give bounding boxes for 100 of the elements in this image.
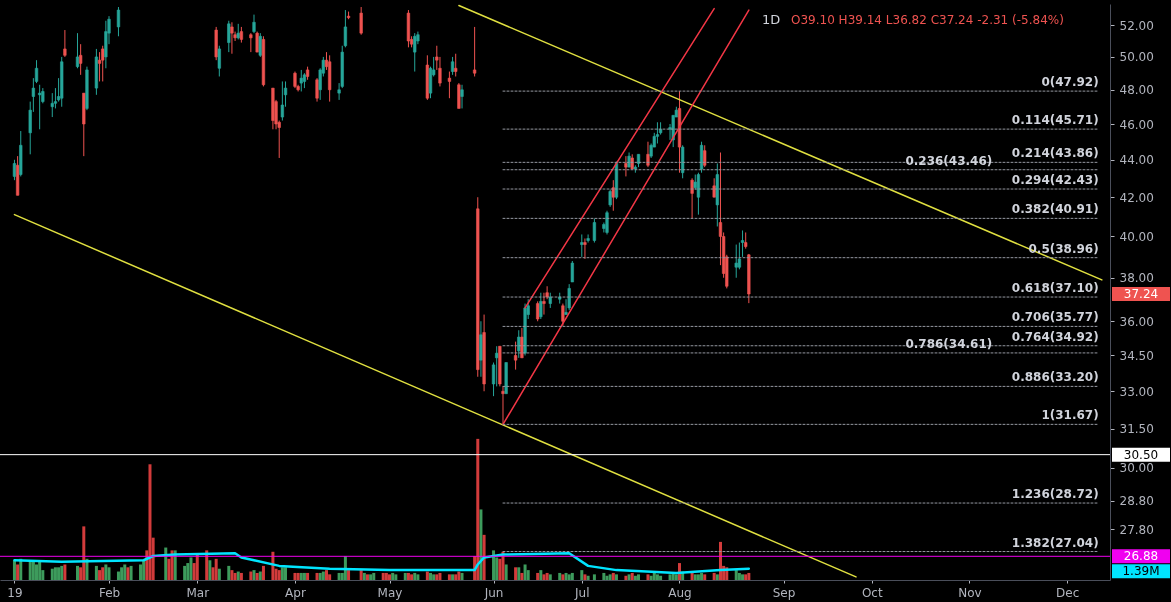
bar <box>520 572 524 580</box>
ref-line-label: 26.88 <box>1123 549 1159 564</box>
bar <box>652 572 656 580</box>
bar <box>293 572 297 580</box>
candlestick <box>343 9 347 48</box>
bar <box>261 565 265 580</box>
bar <box>227 565 231 580</box>
candlestick <box>101 45 105 82</box>
bar <box>580 570 584 580</box>
bar <box>139 564 143 580</box>
series-label: 0.236(43.46) <box>905 153 993 168</box>
candlestick <box>592 218 596 244</box>
x-tick-label: Mar <box>186 585 210 600</box>
bar <box>696 574 700 580</box>
bar <box>429 572 432 580</box>
bar <box>38 560 42 580</box>
bar <box>492 550 496 580</box>
candlestick <box>280 80 284 122</box>
bar <box>592 574 596 580</box>
x-tick-label: Apr <box>285 585 306 600</box>
bar <box>328 574 332 580</box>
y-tick-label: 46.00 <box>1119 117 1154 132</box>
bar <box>302 572 306 580</box>
candlestick <box>315 77 319 103</box>
bar <box>183 565 187 580</box>
candlestick <box>252 14 256 34</box>
candlestick <box>12 159 17 181</box>
bar <box>164 547 168 580</box>
candlestick <box>690 177 694 220</box>
series-label: 0.5(38.96) <box>1028 241 1099 256</box>
y-tick-label: 33.00 <box>1119 384 1154 399</box>
series-label: 0.786(34.61) <box>905 336 993 351</box>
bar <box>53 567 57 580</box>
text: O39.10 H39.14 L36.82 C37.24 -2.31 (-5.84%) <box>791 13 1064 27</box>
candlestick <box>514 341 518 371</box>
bar <box>50 568 54 580</box>
bar <box>107 567 111 580</box>
bar <box>570 572 574 580</box>
bar <box>306 572 310 580</box>
bar <box>148 464 152 580</box>
text: 37.24 <box>1123 287 1159 301</box>
candlestick <box>79 43 83 76</box>
candlestick <box>447 71 452 99</box>
x-tick-label: 19 <box>7 585 23 600</box>
candlestick <box>50 92 54 118</box>
series-label: 1.382(27.04) <box>1011 535 1099 550</box>
ref-line-label: 30.50 <box>1123 447 1159 462</box>
bar <box>394 574 398 580</box>
bar <box>205 550 209 580</box>
bar <box>75 565 79 580</box>
candlestick <box>536 300 540 322</box>
x-tick-label: Dec <box>1056 585 1080 600</box>
candlestick <box>217 45 221 77</box>
series-label: 0.886(33.20) <box>1011 370 1099 385</box>
bar <box>347 570 351 580</box>
candlestick <box>703 144 707 168</box>
bar <box>655 574 659 580</box>
series-label: 1.236(28.72) <box>1011 487 1099 502</box>
candlestick <box>699 141 704 174</box>
candlestick <box>75 32 80 69</box>
x-tick-label: Nov <box>958 585 982 600</box>
bar <box>12 560 16 580</box>
bar <box>321 571 325 580</box>
y-tick-label: 27.80 <box>1119 522 1154 537</box>
series-label: 0.618(37.10) <box>1011 281 1099 296</box>
bar <box>602 572 606 580</box>
series-label: 0(47.92) <box>1041 75 1099 90</box>
bar <box>337 572 341 580</box>
candlestick <box>359 6 363 36</box>
bar <box>230 570 234 580</box>
bar <box>98 570 102 580</box>
series-label: 0.114(45.71) <box>1011 113 1099 128</box>
candlestick <box>501 385 505 425</box>
bar <box>208 560 212 580</box>
candlestick <box>570 260 574 283</box>
y-tick-label: 34.50 <box>1119 348 1154 363</box>
x-tick-label: Oct <box>861 585 883 600</box>
candlestick <box>457 82 461 109</box>
y-tick-label: 31.50 <box>1119 422 1154 437</box>
bar <box>195 554 199 580</box>
candlestick <box>473 26 477 77</box>
candlestick <box>580 233 584 258</box>
candlestick <box>227 20 231 53</box>
candlestick <box>116 6 121 37</box>
bar <box>284 567 288 580</box>
bar <box>734 570 738 580</box>
bar <box>416 574 420 580</box>
bar <box>567 574 571 580</box>
series-label: 0.706(35.77) <box>1011 310 1099 325</box>
bar <box>504 564 508 580</box>
x-tick-label: Aug <box>668 585 692 600</box>
bar <box>542 574 546 580</box>
y-tick-label: 44.00 <box>1119 153 1154 168</box>
bar <box>116 571 120 580</box>
bar <box>438 572 442 580</box>
bar <box>425 571 429 580</box>
candlestick <box>567 283 571 311</box>
bar <box>372 572 376 580</box>
bar <box>142 560 146 580</box>
y-tick-label: 42.00 <box>1119 190 1154 205</box>
